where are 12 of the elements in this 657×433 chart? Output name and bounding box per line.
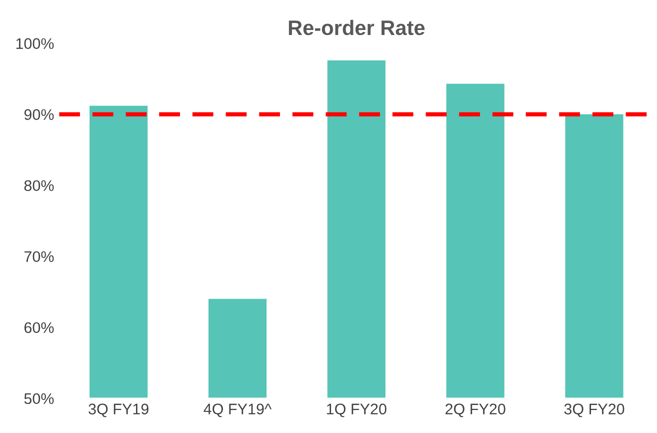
- y-tick-label: 70%: [24, 251, 54, 262]
- y-tick-label: 90%: [24, 109, 54, 120]
- x-tick-label: 3Q FY20: [564, 404, 624, 418]
- y-tick-label: 60%: [24, 322, 54, 334]
- x-tick-label: 4Q FY19^: [204, 404, 272, 418]
- y-tick-label: 100%: [16, 38, 54, 49]
- x-tick-label: 1Q FY20: [327, 404, 386, 418]
- chart-title: Re-order Rate: [288, 20, 425, 36]
- x-tick-label: 3Q FY19: [88, 404, 148, 418]
- x-tick-label: 2Q FY20: [446, 404, 506, 418]
- y-tick-label: 80%: [24, 180, 54, 192]
- y-tick-label: 50%: [24, 393, 54, 404]
